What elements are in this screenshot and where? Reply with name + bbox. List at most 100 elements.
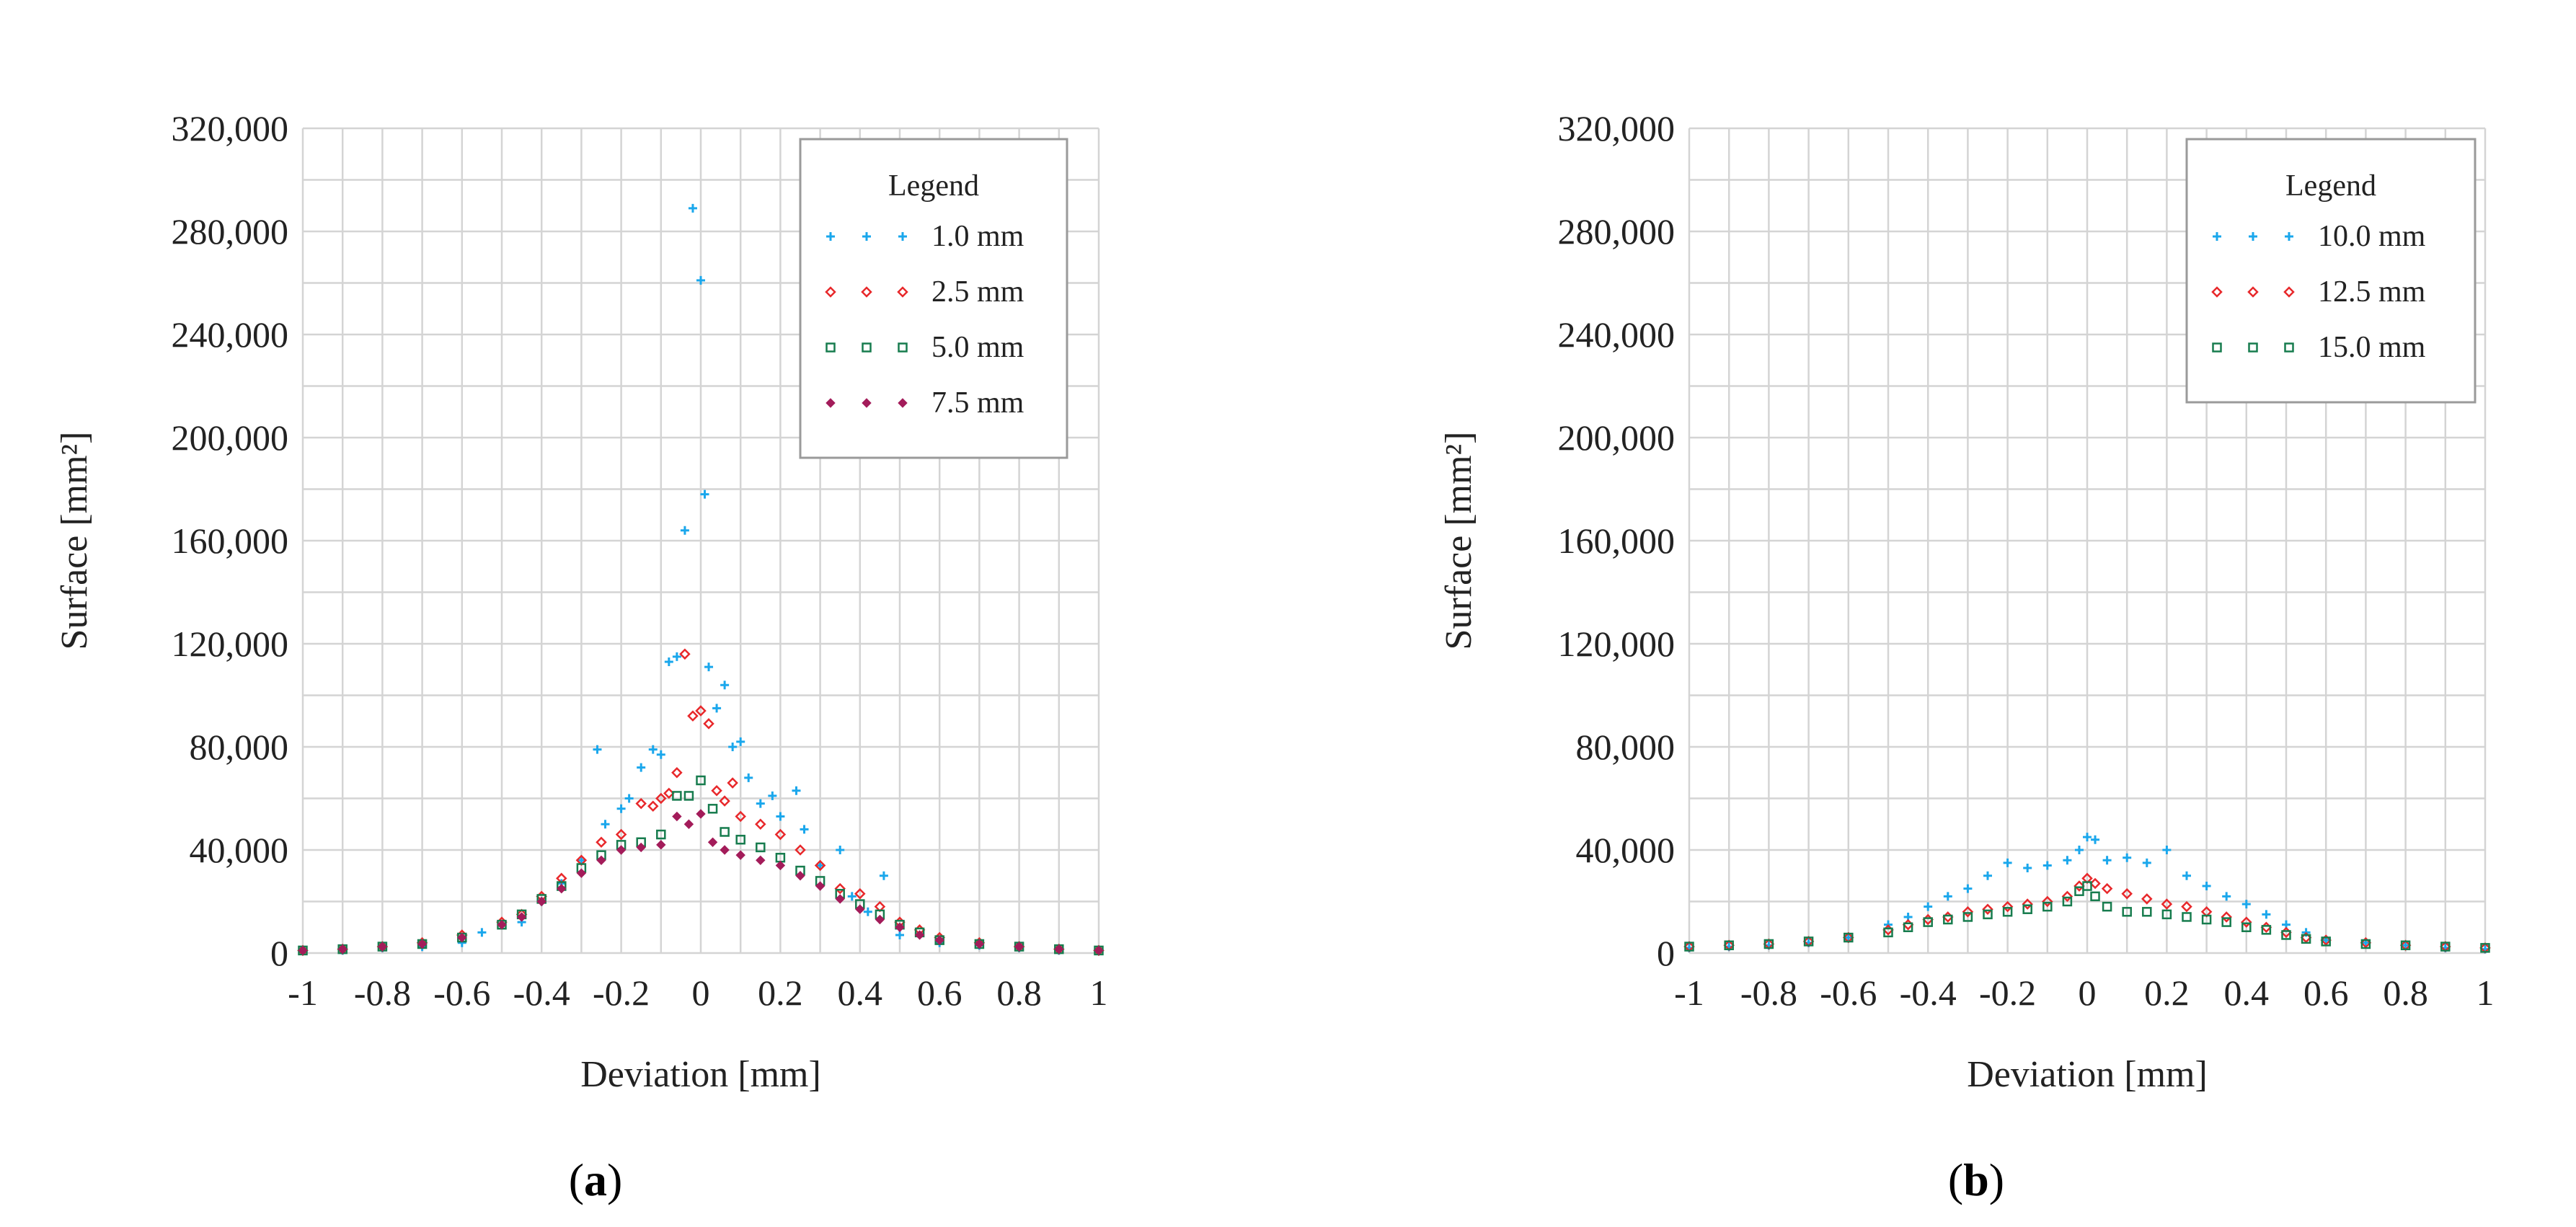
- data-point: [596, 855, 606, 866]
- data-point: [2074, 846, 2084, 854]
- data-point: [712, 704, 722, 713]
- x-tick-label: 0: [2079, 973, 2097, 1013]
- data-point: [624, 794, 634, 803]
- data-point: [847, 892, 857, 901]
- data-point: [756, 855, 766, 866]
- x-tick-label: 0.2: [758, 973, 803, 1013]
- data-point: [776, 812, 785, 821]
- data-point: [2042, 895, 2053, 908]
- y-tick-label: 120,000: [172, 624, 289, 664]
- data-point: [516, 912, 527, 922]
- legend-box: [2185, 138, 2477, 404]
- data-point: [576, 868, 587, 878]
- data-point: [636, 842, 646, 853]
- data-point: [736, 737, 745, 746]
- y-tick-label: 80,000: [190, 727, 289, 767]
- data-point: [696, 809, 706, 819]
- legend-marker: [826, 398, 836, 408]
- legend-marker: [2284, 342, 2294, 353]
- data-point: [700, 490, 709, 499]
- series-7-5-mm: [298, 809, 1104, 956]
- data-point: [2301, 934, 2311, 944]
- data-point: [680, 526, 689, 535]
- data-point: [1763, 939, 1774, 949]
- x-tick-label: 0.4: [838, 973, 883, 1013]
- x-tick-label: 0: [692, 973, 710, 1013]
- legend-marker: [898, 398, 908, 408]
- data-point: [671, 766, 683, 779]
- data-point: [663, 787, 675, 799]
- data-point: [815, 881, 826, 891]
- data-point: [601, 820, 610, 829]
- data-point: [879, 871, 888, 880]
- legend-marker: [2248, 342, 2258, 353]
- data-point: [863, 907, 872, 916]
- data-point: [1844, 932, 1854, 943]
- data-point: [768, 791, 777, 800]
- data-point: [2480, 943, 2490, 953]
- data-point: [1684, 942, 1694, 952]
- data-point: [1962, 906, 1974, 918]
- x-tick-label: -1: [1674, 973, 1704, 1013]
- legend-marker: [2213, 232, 2221, 241]
- data-point: [2122, 907, 2132, 917]
- data-point: [615, 828, 627, 841]
- legend-item-label: 15.0 mm: [2318, 331, 2426, 364]
- data-point: [2063, 856, 2072, 865]
- data-point: [934, 935, 944, 945]
- data-point: [2090, 891, 2100, 902]
- legend-marker: [2249, 232, 2257, 241]
- data-point: [656, 829, 666, 840]
- data-point: [2061, 890, 2073, 903]
- panel-caption: (b): [1948, 1154, 2004, 1205]
- data-point: [637, 763, 646, 772]
- data-point: [895, 930, 904, 939]
- data-point: [2022, 898, 2033, 910]
- data-point: [2023, 864, 2032, 873]
- data-point: [596, 836, 607, 849]
- legend-item: 12.5 mm: [2211, 275, 2426, 309]
- x-tick-label: -0.6: [433, 973, 490, 1013]
- x-tick-label: -0.2: [1979, 973, 2036, 1013]
- data-point: [2162, 846, 2172, 854]
- data-point: [756, 842, 766, 853]
- data-point: [720, 681, 730, 690]
- legend-item-label: 7.5 mm: [931, 386, 1024, 420]
- y-axis-label: Surface [mm²]: [54, 432, 95, 650]
- data-point: [1982, 903, 1993, 915]
- x-tick-label: 0.6: [917, 973, 962, 1013]
- data-point: [1923, 917, 1933, 927]
- data-point: [2022, 904, 2032, 914]
- data-point: [2300, 931, 2312, 944]
- data-point: [2360, 939, 2371, 949]
- legend-item-label: 10.0 mm: [2318, 220, 2426, 253]
- data-point: [814, 859, 826, 872]
- y-tick-label: 160,000: [172, 521, 289, 561]
- data-point: [679, 648, 691, 660]
- data-point: [687, 710, 699, 722]
- data-point: [2074, 886, 2084, 896]
- x-tick-label: 1: [1090, 973, 1108, 1013]
- data-point: [656, 840, 666, 850]
- x-axis-label: Deviation [mm]: [1967, 1054, 2208, 1095]
- data-point: [672, 791, 682, 801]
- y-tick-label: 200,000: [1558, 417, 1676, 458]
- data-point: [2400, 940, 2411, 951]
- y-tick-label: 160,000: [1558, 521, 1676, 561]
- data-point: [672, 652, 681, 661]
- data-point: [696, 275, 705, 285]
- data-point: [2082, 881, 2092, 891]
- legend: Legend 1.0 mm 2.5 mm 5.0 mm 7.5 mm: [799, 138, 1068, 459]
- data-point: [696, 775, 706, 786]
- x-tick-label: -0.2: [593, 973, 650, 1013]
- y-tick-label: 40,000: [1576, 830, 1676, 870]
- legend-item: 15.0 mm: [2212, 331, 2426, 364]
- data-point: [727, 777, 738, 789]
- x-tick-label: 1: [2477, 973, 2495, 1013]
- legend-item: 10.0 mm: [2213, 220, 2426, 253]
- data-point: [593, 745, 602, 754]
- data-point: [688, 203, 697, 213]
- data-point: [2003, 858, 2012, 867]
- legend-marker: [862, 398, 872, 408]
- legend-marker: [2285, 232, 2293, 241]
